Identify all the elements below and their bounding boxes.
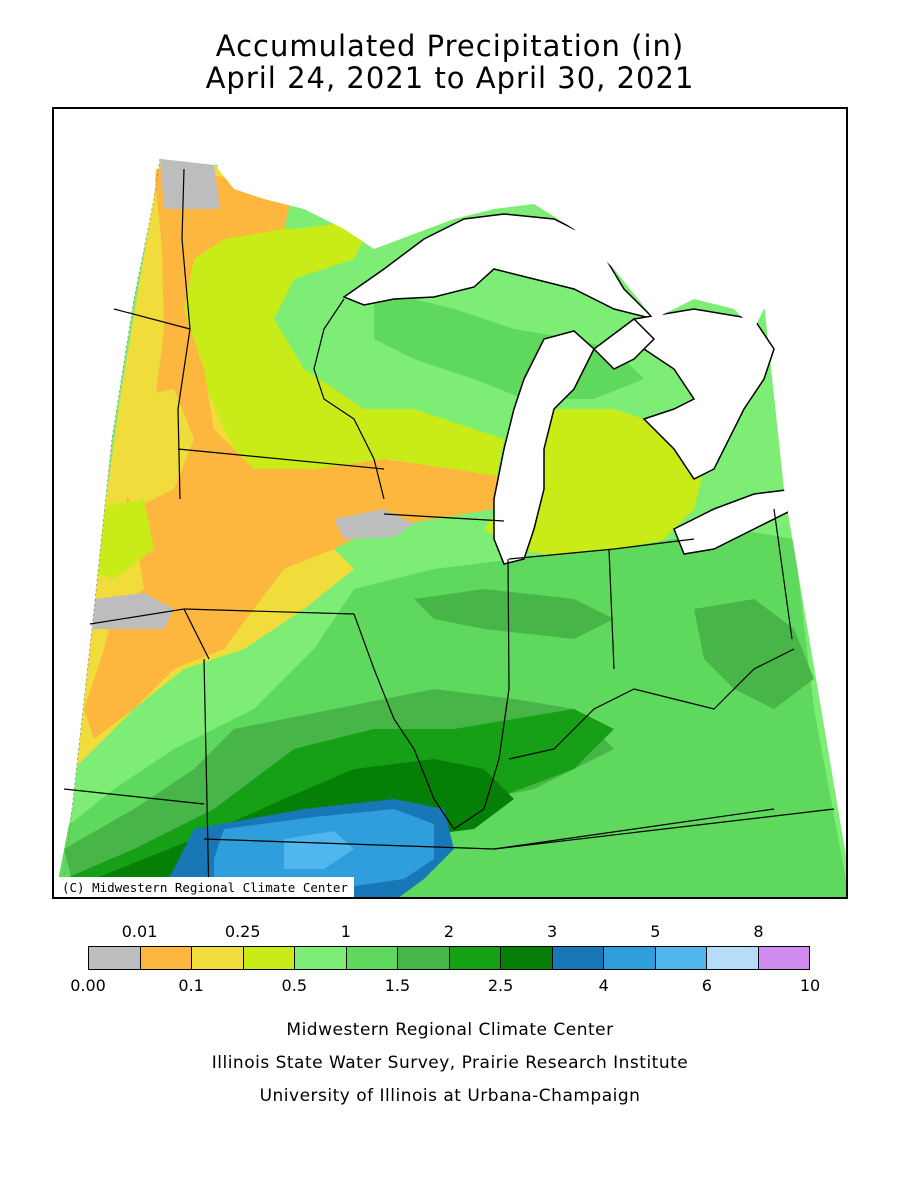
- legend-swatch-3: [243, 947, 295, 969]
- legend-label-top-3: 2: [443, 922, 455, 941]
- lake-michigan-upper: [592, 318, 656, 370]
- legend-swatch-10: [604, 947, 656, 969]
- border-nd-sd: [113, 308, 191, 330]
- zone-blue-6: [284, 831, 354, 869]
- legend-label-bottom-0: 0.00: [70, 976, 106, 995]
- legend-swatch-13: [758, 947, 809, 969]
- map-credit: (C) Midwestern Regional Climate Center: [54, 877, 354, 897]
- legend-label-bottom-6: 6: [701, 976, 712, 995]
- outside-domain: [54, 109, 846, 897]
- footer-university: University of Illinois at Urbana-Champai…: [259, 1086, 641, 1106]
- legend-label-top-1: 0.25: [224, 922, 261, 941]
- border-wi-il: [383, 513, 505, 522]
- border-in-oh: [608, 548, 615, 670]
- legend-swatch-11: [655, 947, 707, 969]
- lake-huron: [633, 308, 775, 480]
- zone-orange-west: [84, 169, 514, 739]
- lake-superior: [342, 213, 657, 321]
- zone-grey-iowa: [334, 509, 414, 539]
- color-legend: [88, 946, 810, 970]
- zone-green-2: [414, 589, 614, 639]
- legend-label-bottom-1: 0.1: [178, 976, 204, 995]
- border-ky-tn: [493, 808, 835, 850]
- border-in-mi: [508, 538, 695, 560]
- border-ia-mo: [183, 608, 355, 615]
- map-title: Accumulated Precipitation (in): [215, 29, 685, 63]
- legend-label-top-4: 3: [547, 922, 558, 941]
- map-date-range: April 24, 2021 to April 30, 2021: [205, 61, 695, 95]
- legend-swatch-8: [501, 947, 553, 969]
- legend-label-top-0: 0.01: [121, 922, 158, 941]
- legend-label-bottom-5: 4: [598, 976, 609, 995]
- legend-swatch-4: [295, 947, 347, 969]
- legend-label-bottom-7: 10: [799, 976, 821, 995]
- legend-label-bottom-4: 2.5: [487, 976, 514, 995]
- right-outside: [784, 109, 846, 856]
- legend-swatch-1: [140, 947, 192, 969]
- border-ne-ks: [63, 788, 205, 805]
- legend-label-bottom-3: 1.5: [384, 976, 411, 995]
- border-oh-wv: [773, 508, 793, 640]
- legend-label-top-2: 1: [340, 922, 351, 941]
- left-outside: [54, 109, 160, 897]
- zone-green-2-ohio: [694, 599, 814, 709]
- legend-swatch-12: [707, 947, 759, 969]
- border-ks-mo: [203, 658, 210, 897]
- state-borders: [63, 168, 835, 897]
- border-il-in: [483, 558, 510, 810]
- zone-yellow-interior: [114, 389, 194, 509]
- border-mo-il: [353, 613, 485, 830]
- footer-org: Midwestern Regional Climate Center: [286, 1020, 614, 1040]
- legend-label-bottom-2: 0.5: [281, 976, 308, 995]
- domain-outline: [63, 158, 161, 880]
- legend-swatch-7: [449, 947, 501, 969]
- legend-swatch-6: [398, 947, 450, 969]
- legend-swatch-5: [346, 947, 398, 969]
- footer-survey: Illinois State Water Survey, Prairie Res…: [211, 1053, 689, 1073]
- legend-swatch-9: [552, 947, 604, 969]
- border-mn-wi: [313, 298, 385, 500]
- zone-grey-nw: [160, 159, 220, 209]
- legend-swatch-2: [192, 947, 244, 969]
- border-ia-mn: [177, 448, 385, 470]
- map-canvas: [54, 109, 846, 897]
- legend-label-top-6: 8: [753, 922, 764, 941]
- zone-lime-north: [174, 219, 504, 529]
- great-lakes: [342, 213, 795, 565]
- canada-region: [214, 109, 846, 329]
- legend-swatch-0: [89, 947, 141, 969]
- precipitation-map: (C) Midwestern Regional Climate Center: [52, 107, 848, 899]
- border-ky-in: [508, 648, 795, 760]
- legend-label-top-5: 5: [650, 922, 661, 941]
- zone-grey-sd: [90, 593, 174, 629]
- lake-michigan: [493, 330, 595, 565]
